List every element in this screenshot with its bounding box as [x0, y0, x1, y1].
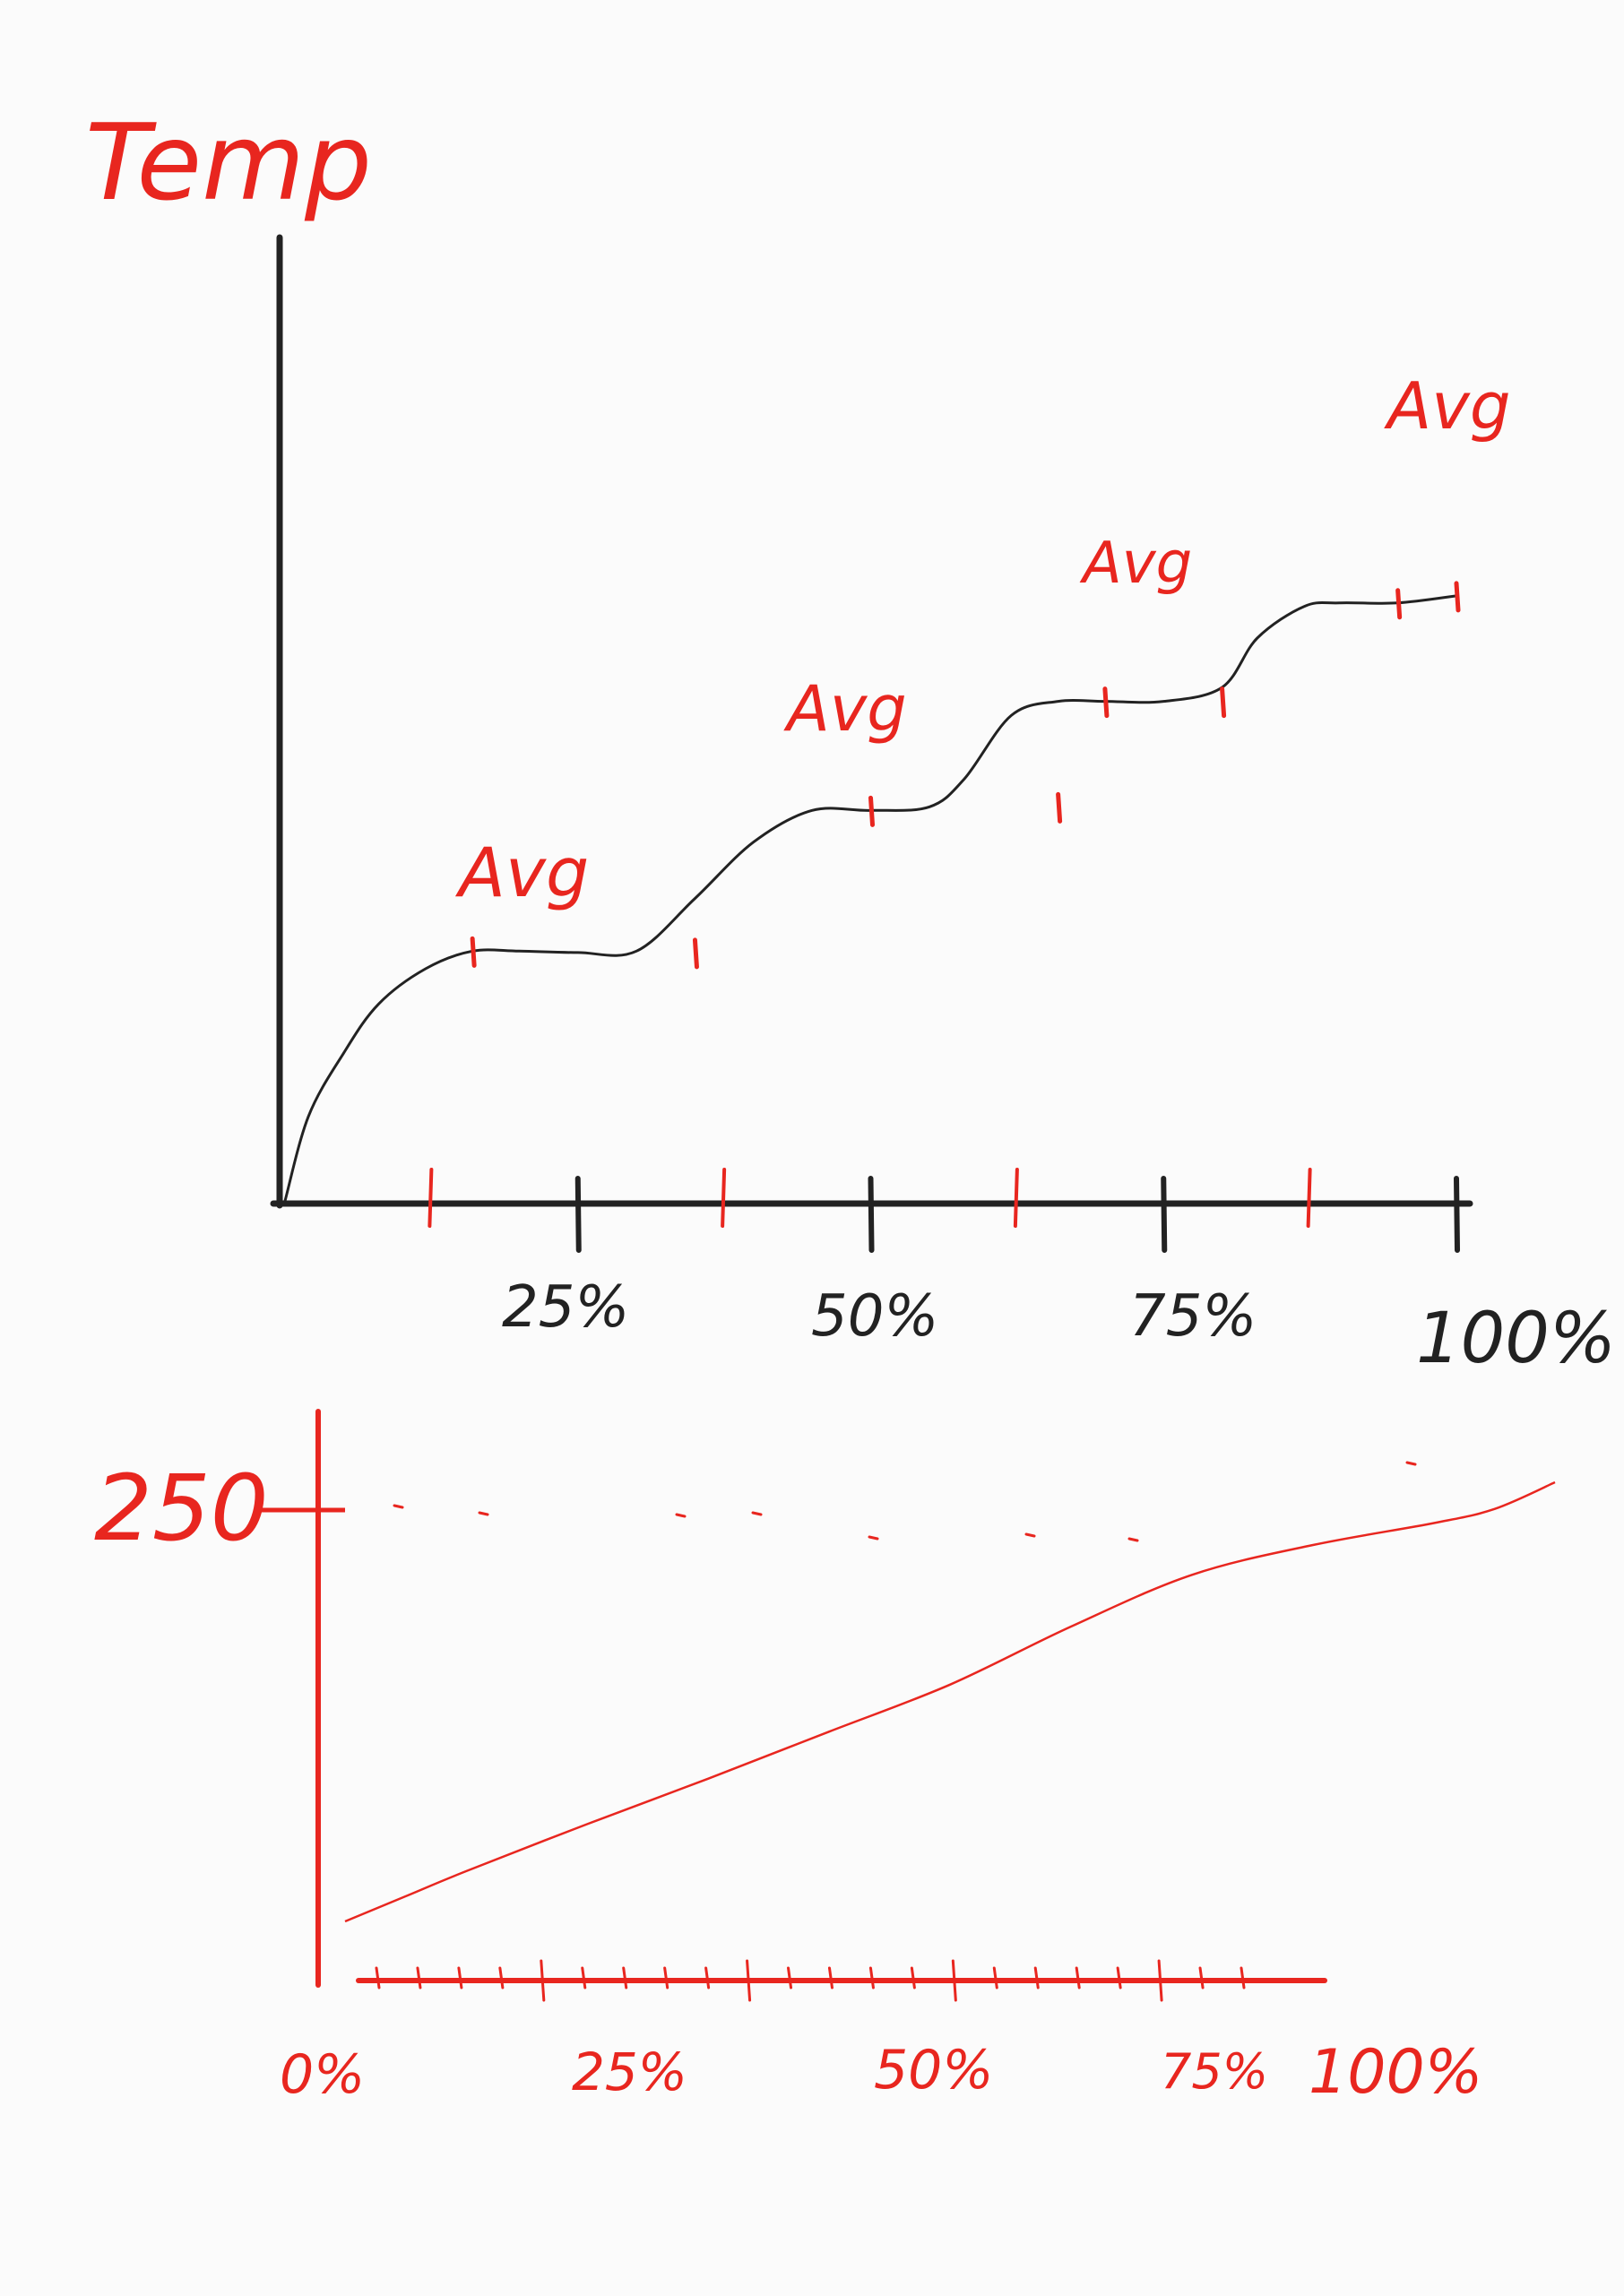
bottom-x-tick	[622, 1966, 628, 1990]
minor-tick	[721, 1168, 727, 1228]
bottom-x-tick	[1075, 1966, 1081, 1990]
bottom-x-tick-label: 0%	[280, 2043, 365, 2106]
bottom-x-ticks	[375, 1959, 1246, 2002]
top-x-ticks	[428, 1168, 1460, 1253]
major-tick	[868, 1176, 875, 1253]
reference-dot	[1127, 1537, 1139, 1542]
top-x-tick-label: 75%	[1129, 1283, 1257, 1350]
minor-tick	[1306, 1168, 1312, 1228]
bottom-x-tick	[540, 1959, 546, 2002]
avg-annotation: Avg	[454, 833, 589, 912]
bottom-x-tick	[581, 1966, 587, 1990]
bottom-reference-dots	[393, 1461, 1417, 1542]
bottom-x-tick-label: 25%	[572, 2041, 687, 2102]
avg-marker	[1395, 588, 1403, 620]
avg-marker	[1102, 686, 1110, 719]
reference-dot	[1024, 1532, 1036, 1538]
top-plateau-markers	[470, 581, 1461, 970]
avg-marker	[692, 937, 699, 970]
avg-marker	[470, 936, 477, 968]
top-x-tick-labels: 25% 50% 75% 100%	[502, 1274, 1616, 1379]
bottom-series-line	[344, 1480, 1556, 1923]
bottom-x-tick-label: 100%	[1309, 2037, 1482, 2108]
top-x-tick-label: 25%	[502, 1274, 629, 1341]
bottom-y-tick-label: 250	[94, 1455, 269, 1562]
major-tick	[574, 1176, 582, 1253]
bottom-x-tick	[746, 1959, 752, 2002]
avg-marker	[868, 795, 875, 827]
bottom-x-tick	[827, 1966, 834, 1990]
bottom-x-tick	[1198, 1966, 1205, 1990]
avg-annotation: Avg	[1079, 531, 1192, 597]
chart-250-vs-progress: 250 0% 25% 50% 75% 100%	[94, 1409, 1556, 2108]
bottom-x-tick	[498, 1966, 505, 1990]
bottom-x-tick	[1033, 1966, 1040, 1990]
bottom-x-tick-label: 75%	[1161, 2043, 1268, 2100]
avg-annotations: Avg Avg Avg Avg	[454, 368, 1511, 912]
top-x-tick-label: 100%	[1416, 1299, 1616, 1379]
minor-tick	[1013, 1168, 1019, 1228]
avg-marker	[1220, 686, 1227, 719]
top-x-tick-label: 50%	[811, 1283, 938, 1350]
bottom-x-tick	[951, 1959, 957, 2002]
bottom-x-tick	[1240, 1966, 1246, 1990]
bottom-x-tick	[787, 1966, 793, 1990]
bottom-x-tick	[868, 1966, 875, 1990]
minor-tick	[428, 1168, 434, 1228]
chart-temp-vs-progress: Temp 25% 50% 75% 100% Avg Avg Avg Avg	[85, 100, 1616, 1379]
bottom-x-tick	[992, 1966, 998, 1990]
bottom-x-tick-label: 50%	[874, 2039, 993, 2102]
bottom-x-tick	[457, 1966, 463, 1990]
bottom-x-tick	[663, 1966, 669, 1990]
reference-dot	[751, 1511, 763, 1516]
avg-marker	[1454, 581, 1461, 613]
bottom-x-tick	[1116, 1966, 1122, 1990]
reference-dot	[675, 1513, 687, 1518]
avg-marker	[1056, 791, 1063, 824]
major-tick	[1161, 1176, 1168, 1253]
reference-dot	[478, 1511, 489, 1516]
reference-dot	[393, 1504, 404, 1509]
top-y-axis-label: Temp	[85, 100, 372, 224]
bottom-x-tick	[910, 1966, 916, 1990]
avg-annotation: Avg	[783, 672, 907, 746]
bottom-x-tick	[704, 1966, 711, 1990]
top-series-line	[283, 594, 1457, 1202]
major-tick	[1454, 1176, 1460, 1253]
bottom-x-tick	[1157, 1959, 1163, 2002]
bottom-x-tick	[416, 1966, 422, 1990]
reference-dot	[868, 1535, 879, 1541]
bottom-x-tick-labels: 0% 25% 50% 75% 100%	[280, 2037, 1482, 2108]
bottom-x-tick	[375, 1966, 381, 1990]
reference-dot	[1405, 1461, 1417, 1466]
avg-annotation: Avg	[1384, 368, 1511, 444]
